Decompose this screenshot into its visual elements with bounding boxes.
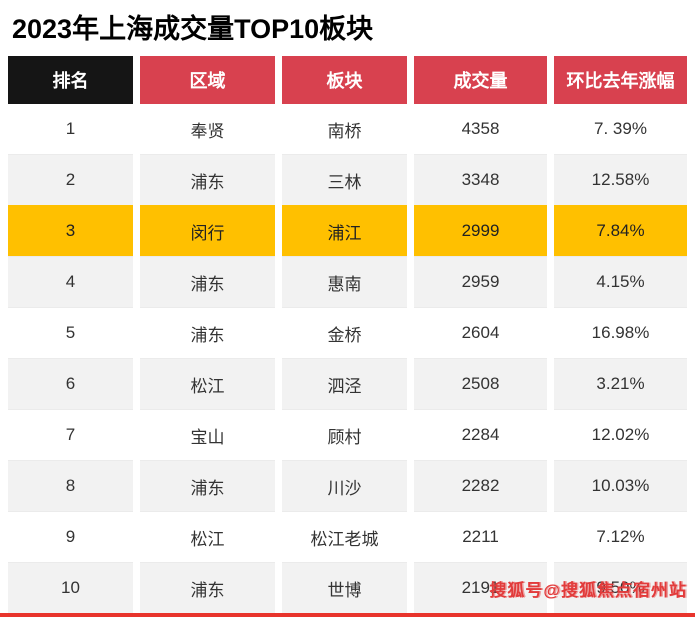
volume-cell: 2284	[414, 409, 547, 460]
district-cell: 松江	[140, 511, 275, 562]
area-cell: 南桥	[282, 104, 407, 154]
district-cell: 闵行	[140, 205, 275, 256]
volume-cell: 2604	[414, 307, 547, 358]
change-cell: 7. 39%	[554, 104, 687, 154]
rank-cell: 6	[8, 358, 133, 409]
area-cell: 惠南	[282, 256, 407, 307]
district-cell: 松江	[140, 358, 275, 409]
rank-cell: 10	[8, 562, 133, 613]
district-cell: 奉贤	[140, 104, 275, 154]
volume-cell: 2508	[414, 358, 547, 409]
rank-cell: 1	[8, 104, 133, 154]
rank-cell: 2	[8, 154, 133, 205]
change-cell: 9.50%	[554, 562, 687, 613]
watermark-text: 搜狐号@搜狐焦点宿州站	[489, 581, 687, 600]
rank-cell: 3	[8, 205, 133, 256]
change-cell: 3.21%	[554, 358, 687, 409]
volume-cell: 4358	[414, 104, 547, 154]
district-cell: 浦东	[140, 460, 275, 511]
volume-cell: 3348	[414, 154, 547, 205]
area-cell: 三林	[282, 154, 407, 205]
district-cell: 浦东	[140, 256, 275, 307]
header-change: 环比去年涨幅	[554, 56, 687, 104]
area-cell: 金桥	[282, 307, 407, 358]
change-cell: 12.02%	[554, 409, 687, 460]
district-cell: 浦东	[140, 307, 275, 358]
bottom-red-line	[0, 613, 695, 617]
change-cell: 10.03%	[554, 460, 687, 511]
change-cell: 12.58%	[554, 154, 687, 205]
district-cell: 浦东	[140, 154, 275, 205]
area-cell: 川沙	[282, 460, 407, 511]
change-cell: 7.84%	[554, 205, 687, 256]
top10-table: 排名 区域 板块 成交量 环比去年涨幅 1 奉贤 南桥 4358 7. 39% 2 浦东 三林…	[0, 56, 695, 613]
rank-cell: 5	[8, 307, 133, 358]
rank-cell: 7	[8, 409, 133, 460]
area-cell: 顾村	[282, 409, 407, 460]
volume-cell: 2959	[414, 256, 547, 307]
rank-cell: 8	[8, 460, 133, 511]
area-cell: 世博	[282, 562, 407, 613]
rank-cell: 9	[8, 511, 133, 562]
header-area: 板块	[282, 56, 407, 104]
volume-cell: 2211	[414, 511, 547, 562]
header-district: 区域	[140, 56, 275, 104]
area-cell: 浦江	[282, 205, 407, 256]
header-volume: 成交量	[414, 56, 547, 104]
district-cell: 浦东	[140, 562, 275, 613]
change-cell: 4.15%	[554, 256, 687, 307]
volume-cell: 2191	[414, 562, 547, 613]
page-title: 2023年上海成交量TOP10板块	[12, 14, 374, 44]
change-cell: 16.98%	[554, 307, 687, 358]
header-rank: 排名	[8, 56, 133, 104]
area-cell: 松江老城	[282, 511, 407, 562]
area-cell: 泗泾	[282, 358, 407, 409]
change-cell: 7.12%	[554, 511, 687, 562]
rank-cell: 4	[8, 256, 133, 307]
district-cell: 宝山	[140, 409, 275, 460]
volume-cell: 2282	[414, 460, 547, 511]
volume-cell: 2999	[414, 205, 547, 256]
